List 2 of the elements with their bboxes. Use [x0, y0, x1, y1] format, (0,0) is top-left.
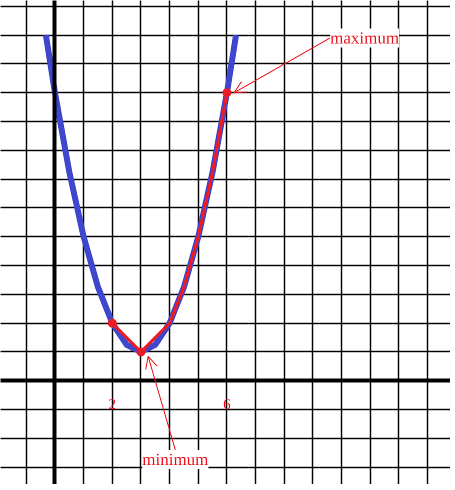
annotation: maximum [330, 28, 400, 48]
annotation: minimum [142, 450, 208, 469]
